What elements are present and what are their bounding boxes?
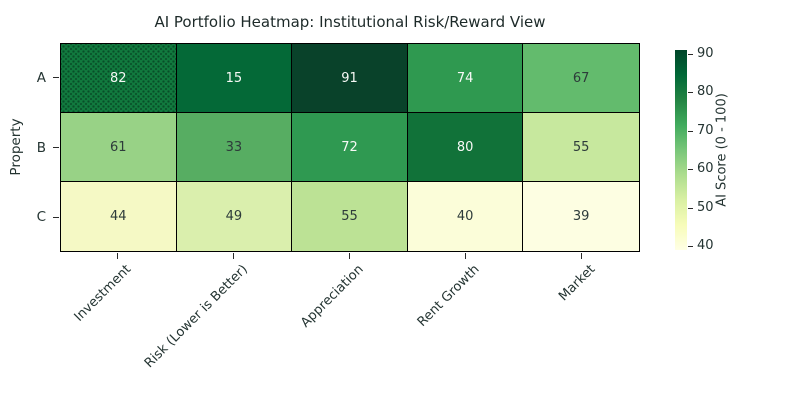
row-label-b: B [36,140,46,156]
x-label-risk: Risk (Lower is Better) [141,262,251,372]
heatmap-cell-c-risk: 49 [176,182,293,251]
x-label-appreciation: Appreciation [297,262,367,331]
chart-title: AI Portfolio Heatmap: Institutional Risk… [154,13,546,31]
cell-value: 67 [572,70,590,86]
colorbar-tick-label-90: 90 [697,46,714,62]
heatmap-cell-b-appreciation: 72 [292,113,408,182]
y-tick-mark [53,217,59,219]
y-tick-mark [53,147,59,149]
heatmap-cell-c-investment: 44 [61,182,177,251]
colorbar-tick-mark [688,131,693,133]
cell-value: 40 [456,209,474,224]
colorbar-tick-mark [688,169,693,171]
cell-value: 61 [110,139,127,155]
heatmap-cell-a-appreciation: 91 [292,44,408,113]
heatmap-grid: 82 15 91 74 67 61 33 72 80 55 44 49 55 4… [60,43,640,252]
colorbar-tick-mark [688,54,693,56]
cell-value: 80 [456,139,474,155]
heatmap-cell-b-risk: 33 [176,113,293,182]
cell-value: 55 [341,209,358,224]
x-tick-mark [349,253,351,259]
colorbar-tick-mark [688,92,693,94]
x-label-investment: Investment [71,262,135,325]
cell-value: 74 [456,70,474,86]
cell-value: 82 [110,70,127,86]
colorbar-axis-label: AI Score (0 - 100) [714,93,730,207]
row-label-c: C [36,209,46,225]
cell-value: 72 [341,139,358,155]
x-label-rent-growth: Rent Growth [414,262,483,330]
colorbar-tick-label-60: 60 [697,161,714,177]
heatmap-cell-b-market: 55 [523,113,639,182]
colorbar [675,50,687,250]
heatmap-cell-c-market: 39 [523,182,639,251]
colorbar-tick-label-80: 80 [697,84,714,100]
cell-value: 44 [110,209,127,224]
heatmap-cell-b-investment: 61 [61,113,177,182]
x-tick-mark [233,253,235,259]
x-tick-mark [117,253,119,259]
heatmap-cell-c-rent-growth: 40 [407,182,524,251]
x-tick-mark [581,253,583,259]
x-tick-mark [465,253,467,259]
colorbar-tick-mark [688,246,693,248]
colorbar-tick-label-70: 70 [697,123,714,139]
heatmap-cell-a-investment: 82 [61,44,177,113]
heatmap-cell-a-risk: 15 [176,44,293,113]
x-label-market: Market [556,262,599,305]
colorbar-tick-label-40: 40 [697,238,714,254]
colorbar-tick-label-50: 50 [697,200,714,216]
heatmap-cell-b-rent-growth: 80 [407,113,524,182]
heatmap-cell-a-rent-growth: 74 [407,44,524,113]
cell-value: 39 [572,209,590,224]
cell-value: 91 [341,70,358,86]
cell-value: 15 [225,70,243,86]
heatmap-cell-c-appreciation: 55 [292,182,408,251]
colorbar-tick-mark [688,208,693,210]
cell-value: 55 [572,139,590,155]
y-tick-mark [53,77,59,79]
heatmap-cell-a-market: 67 [523,44,639,113]
cell-value: 49 [225,209,243,224]
row-label-a: A [36,70,46,86]
cell-value: 33 [225,139,243,155]
